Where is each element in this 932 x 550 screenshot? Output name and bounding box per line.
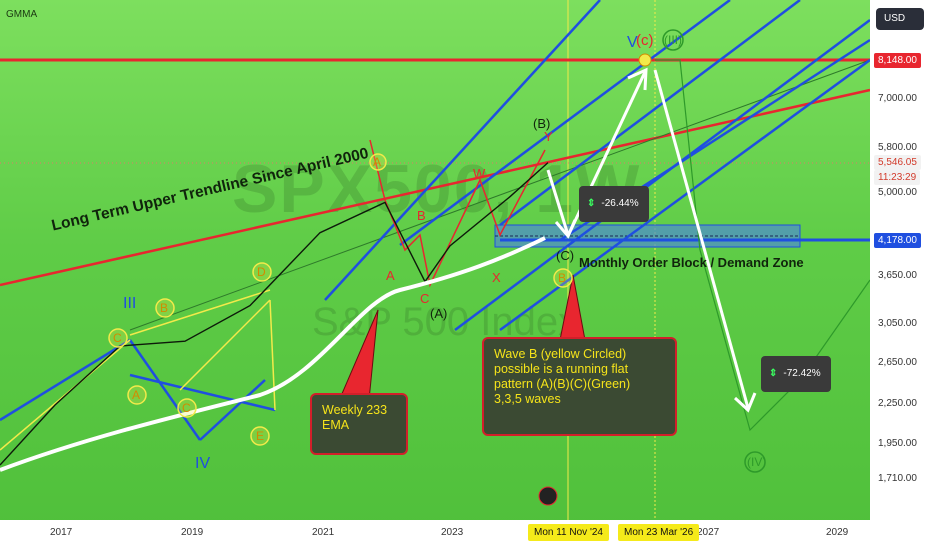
y-tick-2250: 2,250.00 [878, 398, 917, 409]
wave-b-yellow-circle: B [558, 271, 567, 285]
wave-c-red: (c) [636, 32, 654, 49]
wave-b-paren: (B) [533, 116, 551, 131]
target-point [638, 53, 652, 67]
wave-c-paren: (C) [556, 248, 575, 263]
drop-small-value: -26.44% [601, 198, 639, 209]
x-tick-2021: 2021 [312, 527, 335, 538]
wave-d-yellow: D [257, 265, 266, 279]
currency-button[interactable]: USD [876, 8, 924, 30]
wave-a-paren: (A) [430, 306, 448, 321]
iv-circle [744, 451, 766, 473]
wave-b-note: Wave B (yellow Circled) possible is a ru… [482, 337, 677, 436]
wave-a-yellow: A [132, 388, 141, 402]
wave-w-red: W [473, 166, 486, 181]
time-axis[interactable] [0, 520, 932, 550]
wave-b-yellow: B [160, 301, 169, 315]
x-tick-2017: 2017 [50, 527, 73, 538]
wave-a-red: A [386, 268, 395, 283]
drop-small-badge: ⇕ -26.44% [579, 186, 649, 222]
wave-v-blue: V [627, 34, 638, 51]
date-tag-1: Mon 11 Nov '24 [528, 524, 609, 541]
wave-x-red: X [492, 270, 501, 285]
x-tick-2029: 2029 [826, 527, 849, 538]
symbol-watermark: SPX500, 1W [232, 151, 642, 227]
countdown-tag: 11:23:29 [874, 170, 921, 185]
wave-e-yellow: E [256, 429, 265, 443]
upper-level-tag: 8,148.00 [874, 53, 921, 68]
price-axis[interactable] [870, 0, 932, 520]
wave-iv-circle: (IV) [747, 455, 767, 469]
iii-circle [662, 29, 684, 51]
x-tick-2019: 2019 [181, 527, 204, 538]
demand-level-tag: 4,178.00 [874, 233, 921, 248]
thin-green-trendline [129, 59, 871, 331]
y-tick-1950: 1,950.00 [878, 438, 917, 449]
wave-iii-circle: (III) [664, 33, 682, 47]
long-term-trendline [0, 88, 871, 287]
price-series-line [0, 162, 549, 466]
y-tick-5800: 5,800.00 [878, 142, 917, 153]
x-tick-2027: 2027 [697, 527, 720, 538]
y-tick-3650: 3,650.00 [878, 270, 917, 281]
drop-large-badge: ⇕ -72.42% [761, 356, 831, 392]
indicator-label: GMMA [6, 9, 38, 20]
demand-zone-label: Monthly Order Block / Demand Zone [579, 255, 804, 270]
date-tag-2: Mon 23 Mar '26 [618, 524, 700, 541]
y-tick-5000: 5,000.00 [878, 187, 917, 198]
wave-iii-blue: III [123, 295, 137, 312]
range-icon: ⇕ [587, 198, 596, 209]
y-tick-7000: 7,000.00 [878, 93, 917, 104]
range-icon-2: ⇕ [769, 368, 778, 379]
y-tick-2650: 2,650.00 [878, 357, 917, 368]
wave-c-red-small: C [420, 291, 430, 306]
wave-y-red: Y [544, 129, 553, 144]
last-price-tag: 5,546.05 [874, 155, 921, 170]
y-tick-3050: 3,050.00 [878, 318, 917, 329]
wave-c-yellow-2: C [182, 401, 191, 415]
x-tick-2023: 2023 [441, 527, 464, 538]
y-tick-1710: 1,710.00 [878, 473, 917, 484]
drop-large-value: -72.42% [783, 368, 821, 379]
event-marker[interactable] [538, 486, 558, 506]
wave-c-yellow: C [113, 331, 122, 345]
wave-a-top: A [373, 155, 382, 169]
wave-circles [108, 153, 573, 446]
ema-note: Weekly 233 EMA [310, 393, 408, 455]
wave-iv-blue: IV [195, 455, 211, 472]
weekly-233-ema-line [0, 236, 546, 472]
wave-b-red: B [417, 208, 426, 223]
projection-arrows [546, 67, 757, 413]
